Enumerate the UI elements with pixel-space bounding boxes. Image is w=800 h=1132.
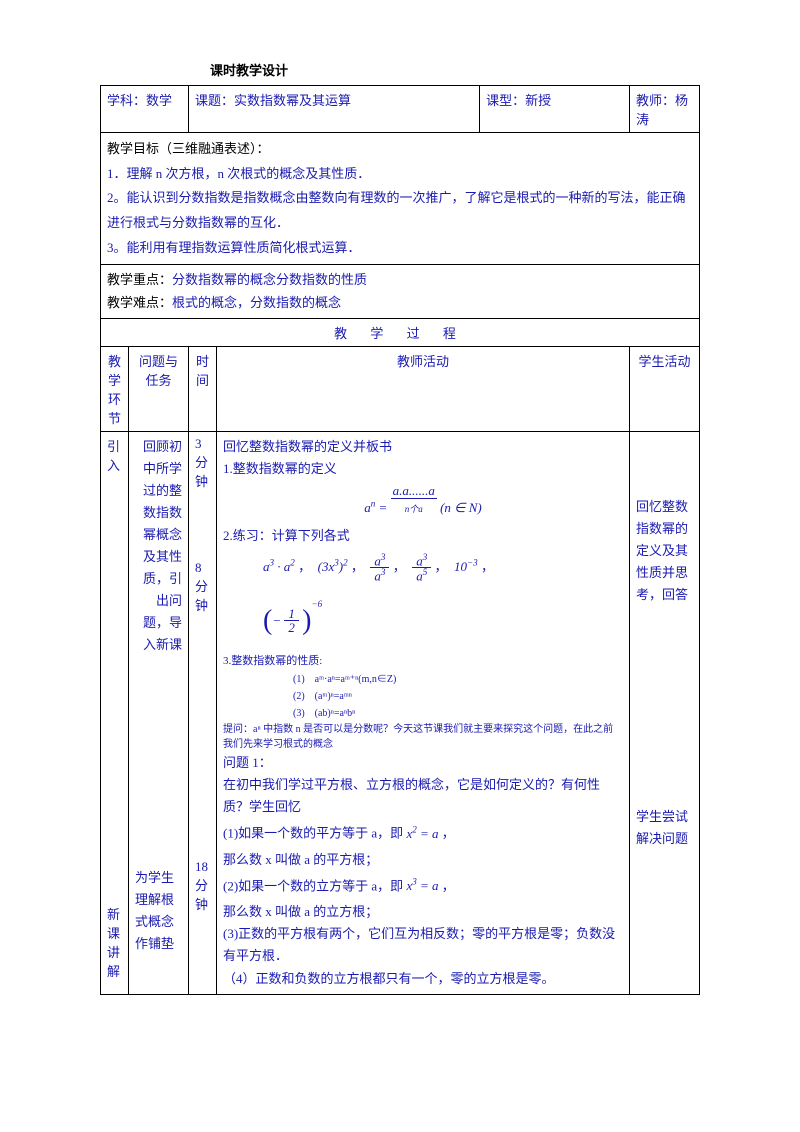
prop-1: (1) aᵐ·aⁿ=aᵐ⁺ⁿ(m,n∈Z) — [223, 671, 623, 688]
content-row: 引入 新课讲解 回顾初中所学过的整数指数幂概念及其性质，引出问题，导入新课 为学… — [101, 431, 700, 994]
process-header-row: 教 学 过 程 — [101, 318, 700, 346]
act-practice-label: 2.练习：计算下列各式 — [223, 525, 623, 547]
objective-1: 1．理解 n 次方根，n 次根式的概念及其性质． — [107, 166, 370, 181]
question-2b: 那么数 x 叫做 a 的立方根； — [223, 901, 623, 923]
lesson-plan-table: 学科：数学 课题：实数指数幂及其运算 课型：新授 教师：杨涛 教学目标（三维融通… — [100, 85, 700, 995]
expr-3: a3a3 — [370, 553, 389, 583]
objective-2: 2。能认识到分数指数是指数概念由整数向有理数的一次推广，了解它是根式的一种新的写… — [107, 190, 686, 230]
prop-2: (2) (aᵐ)ⁿ=aᵐⁿ — [223, 688, 623, 705]
objectives-title: 教学目标（三维融通表述）： — [107, 141, 270, 156]
class-type-cell: 课型：新授 — [480, 86, 630, 133]
student-activity-cell: 回忆整数指数幂的定义及其性质并思考，回答 学生尝试解决问题 — [630, 431, 700, 994]
question-3: (3)正数的平方根有两个，它们互为相反数；零的平方根是零；负数没有平方根． — [223, 923, 623, 967]
difficulty-text: 根式的概念，分数指数的概念 — [172, 295, 341, 310]
time-cell: 3分钟 8分钟 18分钟 — [189, 431, 217, 994]
question-1b: 那么数 x 叫做 a 的平方根； — [223, 849, 623, 871]
task-cell: 回顾初中所学过的整数指数幂概念及其性质，引出问题，导入新课 为学生理解根式概念作… — [129, 431, 189, 994]
time-2: 8分钟 — [195, 560, 210, 614]
phase-intro: 引入 — [107, 436, 122, 474]
act-def-label: 1.整数指数幂的定义 — [223, 458, 623, 480]
question-1-intro: 在初中我们学过平方根、立方根的概念，它是如何定义的？有何性质？学生回忆 — [223, 774, 623, 818]
time-1: 3分钟 — [195, 436, 210, 490]
prop-3: (3) (ab)ⁿ=aⁿbⁿ — [223, 705, 623, 722]
difficulty-label: 教学难点： — [107, 295, 172, 310]
page-container: 课时教学设计 学科：数学 课题：实数指数幂及其运算 课型：新授 教师：杨涛 教学… — [0, 0, 800, 1035]
keypoint-row: 教学重点：分数指数幂的概念分数指数的性质 教学难点：根式的概念，分数指数的概念 — [101, 265, 700, 318]
phase-cell: 引入 新课讲解 — [101, 431, 129, 994]
subject-cell: 学科：数学 — [101, 86, 189, 133]
document-title: 课时教学设计 — [210, 60, 700, 79]
question-4: （4）正数和负数的立方根都只有一个，零的立方根是零。 — [223, 968, 623, 990]
task-intro-text: 回顾初中所学过的整数指数幂概念及其性质，引出问题，导入新课 — [135, 436, 182, 657]
student-act-1: 回忆整数指数幂的定义及其性质并思考，回答 — [636, 496, 693, 606]
teacher-cell: 教师：杨涛 — [630, 86, 700, 133]
teacher-activity-cell: 回忆整数指数幂的定义并板书 1.整数指数幂的定义 an = a.a......a… — [217, 431, 630, 994]
question-1-title: 问题 1： — [223, 752, 623, 774]
expr-4: a3a5 — [412, 553, 431, 583]
keypoint-cell: 教学重点：分数指数幂的概念分数指数的性质 教学难点：根式的概念，分数指数的概念 — [101, 265, 700, 318]
col-task: 问题与任务 — [129, 346, 189, 431]
task-newlesson-text: 为学生理解根式概念作铺垫 — [135, 867, 182, 955]
keypoint-text: 分数指数幂的概念分数指数的性质 — [172, 272, 367, 287]
expr-1: a3 · a2 — [263, 559, 295, 574]
col-time: 时间 — [189, 346, 217, 431]
col-phase: 教学环节 — [101, 346, 129, 431]
question-1a: (1)如果一个数的平方等于 a，即 x2 = a ， — [223, 822, 623, 844]
header-row: 学科：数学 课题：实数指数幂及其运算 课型：新授 教师：杨涛 — [101, 86, 700, 133]
objectives-cell: 教学目标（三维融通表述）： 1．理解 n 次方根，n 次根式的概念及其性质． 2… — [101, 133, 700, 265]
objectives-row: 教学目标（三维融通表述）： 1．理解 n 次方根，n 次根式的概念及其性质． 2… — [101, 133, 700, 265]
column-header-row: 教学环节 问题与任务 时间 教师活动 学生活动 — [101, 346, 700, 431]
expr-6: (− 12 )−6 — [223, 597, 623, 645]
practice-expressions: a3 · a2 ， (3x3)2 ， a3a3 ， a3a5 ， 10−3 ， — [223, 553, 623, 583]
expr-2: (3x3)2 — [318, 559, 348, 574]
time-3: 18分钟 — [195, 859, 210, 913]
def-formula: an = a.a......a n个a (n ∈ N) — [223, 480, 623, 519]
expr-5: 10−3 — [454, 559, 478, 574]
act-prompt: 提问：aⁿ 中指数 n 是否可以是分数呢？今天这节课我们就主要来探究这个问题，在… — [223, 722, 623, 752]
phase-new-lesson: 新课讲解 — [107, 904, 122, 980]
act-props-label: 3.整数指数幂的性质: — [223, 652, 623, 671]
topic-cell: 课题：实数指数幂及其运算 — [189, 86, 480, 133]
col-teacher-activity: 教师活动 — [217, 346, 630, 431]
def-formula-under: n个a — [391, 502, 437, 517]
col-student-activity: 学生活动 — [630, 346, 700, 431]
student-act-2: 学生尝试解决问题 — [636, 806, 693, 850]
keypoint-label: 教学重点： — [107, 272, 172, 287]
question-2a: (2)如果一个数的立方等于 a，即 x3 = a ， — [223, 875, 623, 897]
process-header-text: 教 学 过 程 — [334, 326, 466, 341]
objective-3: 3。能利用有理指数运算性质简化根式运算． — [107, 240, 361, 255]
act-recall-title: 回忆整数指数幂的定义并板书 — [223, 436, 623, 458]
process-header-cell: 教 学 过 程 — [101, 318, 700, 346]
